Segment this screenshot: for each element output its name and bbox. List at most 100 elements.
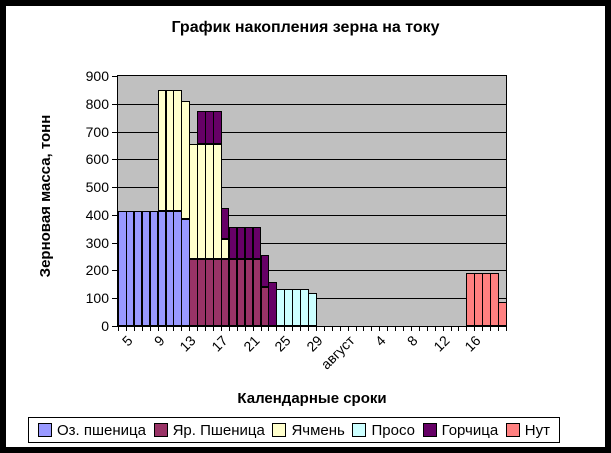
plot-area (117, 75, 507, 327)
x-tick-label: 29 (303, 332, 326, 355)
bar-segment-4 (308, 292, 317, 326)
x-tick-mark (165, 327, 167, 331)
bar-segment-6 (490, 273, 499, 326)
x-tick-mark (363, 327, 365, 331)
y-axis-title: Зерновая масса, тонн (37, 114, 54, 278)
gridline (118, 159, 506, 161)
x-tick-mark (371, 327, 373, 331)
y-tick-mark (112, 159, 117, 161)
x-tick-label: 12 (429, 332, 453, 355)
x-tick-label: 16 (461, 332, 484, 355)
x-tick-mark (434, 327, 436, 331)
y-tick-mark (112, 326, 117, 327)
y-tick-mark (112, 242, 117, 244)
x-tick-mark (395, 327, 397, 331)
legend-swatch (272, 423, 287, 437)
y-tick-mark (112, 76, 117, 77)
x-tick-label: 5 (118, 332, 136, 350)
legend-swatch (505, 423, 520, 437)
x-tick-mark (276, 327, 278, 331)
x-tick-mark (173, 327, 175, 331)
x-tick-mark (482, 327, 484, 331)
x-tick-mark (141, 327, 143, 331)
x-tick-mark (205, 327, 207, 331)
legend-label: Ячмень (291, 421, 345, 439)
legend-item-5: Горчица (422, 421, 499, 439)
legend-label: Горчица (441, 421, 499, 439)
bar-segment-5 (260, 255, 270, 288)
legend-swatch (352, 423, 367, 437)
x-tick-label: 25 (271, 332, 294, 355)
gridline (118, 103, 506, 105)
x-tick-mark (506, 327, 507, 331)
x-tick-mark (292, 327, 294, 331)
gridline (118, 214, 506, 216)
x-tick-mark (252, 327, 254, 331)
bar-segment-5 (252, 227, 262, 260)
x-tick-label: 4 (372, 332, 389, 350)
x-tick-mark (260, 327, 262, 331)
x-tick-mark (220, 327, 222, 331)
x-tick-mark (387, 327, 389, 331)
y-tick-label: 800 (85, 95, 109, 112)
x-tick-mark (410, 327, 412, 331)
x-tick-mark (418, 327, 420, 331)
bar-segment-6 (498, 302, 507, 326)
legend-item-4: Просо (352, 421, 415, 439)
x-tick-mark (442, 327, 444, 331)
x-tick-label: август (317, 332, 358, 373)
x-tick-mark (118, 327, 119, 331)
x-tick-mark (379, 327, 381, 331)
x-tick-mark (189, 327, 191, 331)
x-tick-mark (181, 327, 183, 331)
x-tick-mark (133, 327, 135, 331)
x-tick-mark (323, 327, 325, 331)
legend-item-6: Нут (505, 421, 550, 439)
legend-label: Нут (524, 421, 550, 439)
legend-swatch (422, 423, 437, 437)
legend-item-1: Оз. пшеница (38, 422, 146, 439)
x-tick-mark (403, 327, 405, 331)
x-tick-mark (458, 327, 460, 331)
x-tick-mark (347, 327, 349, 331)
chart-title: График накопления зерна на току (171, 19, 440, 36)
y-tick-mark (112, 103, 117, 105)
x-tick-mark (244, 327, 246, 331)
y-tick-label: 200 (85, 262, 109, 279)
gridline (118, 242, 506, 244)
x-tick-label: 21 (239, 332, 263, 355)
legend: Оз. пшеница Яр. Пшеница Ячмень Просо Горчица… (28, 417, 560, 443)
x-tick-mark (284, 327, 286, 331)
legend-swatch (153, 423, 168, 437)
x-tick-mark (125, 327, 127, 331)
y-tick-mark (112, 214, 117, 216)
x-axis-title: Календарные сроки (237, 390, 387, 407)
x-tick-mark (236, 327, 238, 331)
y-tick-label: 0 (101, 318, 109, 334)
x-tick-mark (197, 327, 199, 331)
gridline (118, 131, 506, 133)
x-tick-mark (466, 327, 468, 331)
gridline (118, 187, 506, 189)
y-tick-mark (112, 298, 117, 300)
x-tick-mark (228, 327, 230, 331)
x-tick-mark (426, 327, 428, 331)
x-tick-mark (339, 327, 341, 331)
x-tick-mark (308, 327, 310, 331)
x-tick-label: 8 (403, 332, 421, 350)
legend-label: Просо (371, 421, 415, 439)
x-tick-mark (149, 327, 151, 331)
bar-segment-5 (213, 110, 222, 145)
legend-item-2: Яр. Пшеница (153, 422, 265, 439)
legend-swatch (38, 423, 52, 437)
y-tick-label: 600 (85, 151, 109, 168)
x-tick-mark (331, 327, 333, 331)
x-tick-label: 13 (176, 332, 199, 355)
x-tick-mark (157, 327, 159, 331)
gridline (118, 270, 506, 272)
y-tick-label: 900 (85, 68, 109, 84)
bar-segment-3 (213, 144, 222, 260)
y-tick-label: 700 (85, 123, 109, 140)
x-tick-mark (213, 327, 215, 331)
